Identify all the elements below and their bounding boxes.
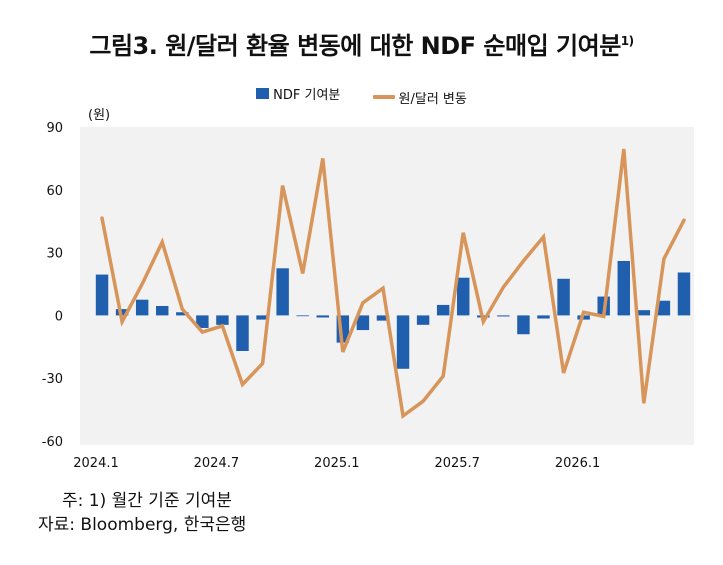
legend-bar-swatch (256, 88, 270, 99)
bar (276, 268, 289, 316)
x-tick-label: 2024.1 (73, 456, 119, 471)
bar (236, 315, 249, 351)
bar (637, 310, 651, 316)
legend-item-bar: NDF 기여분 (256, 84, 340, 103)
title-footnote-mark: 1) (620, 34, 634, 48)
bar (356, 315, 370, 331)
y-tick-label: 60 (46, 184, 63, 199)
y-axis-unit: (원) (88, 108, 111, 123)
chart-title: 그림3. 원/달러 환율 변동에 대한 NDF 순매입 기여분1) (89, 32, 634, 60)
bar (497, 315, 510, 317)
bar (517, 315, 530, 335)
bar (557, 278, 570, 316)
bar (617, 260, 630, 316)
chart-legend: NDF 기여분 원/달러 변동 (0, 84, 723, 107)
y-tick-label: -60 (42, 435, 63, 450)
bar (657, 300, 671, 316)
line-series (100, 148, 686, 420)
bar (176, 312, 189, 316)
x-tick-label: 2025.1 (314, 456, 360, 471)
legend-line-label: 원/달러 변동 (398, 91, 467, 107)
bar (95, 274, 109, 316)
y-tick-label: -30 (42, 372, 63, 387)
legend-bar-label: NDF 기여분 (273, 88, 341, 103)
bar (156, 305, 169, 316)
bar (677, 272, 691, 316)
bar (216, 315, 229, 325)
y-tick-label: 90 (46, 121, 63, 136)
bar (537, 315, 550, 319)
footnote: 주: 1) 월간 기준 기여분 (62, 491, 232, 511)
x-tick-label: 2025.7 (434, 456, 480, 471)
y-tick-label: 30 (46, 247, 63, 262)
bar (376, 315, 390, 321)
y-tick-label: 0 (55, 309, 63, 324)
legend-item-line: 원/달러 변동 (372, 88, 467, 107)
bar (256, 315, 269, 320)
legend-line-swatch (372, 95, 395, 99)
x-tick-label: 2024.7 (194, 456, 240, 471)
bar (416, 315, 430, 325)
source-note: 자료: Bloomberg, 한국은행 (38, 515, 247, 535)
bar (396, 315, 410, 369)
bar (457, 277, 470, 316)
x-tick-label: 2026.1 (555, 456, 601, 471)
bar (296, 315, 309, 317)
bar (196, 315, 209, 328)
bar (436, 304, 450, 316)
plot-area (80, 127, 694, 445)
bar (316, 315, 329, 318)
bar (115, 309, 129, 316)
bar (135, 299, 149, 316)
